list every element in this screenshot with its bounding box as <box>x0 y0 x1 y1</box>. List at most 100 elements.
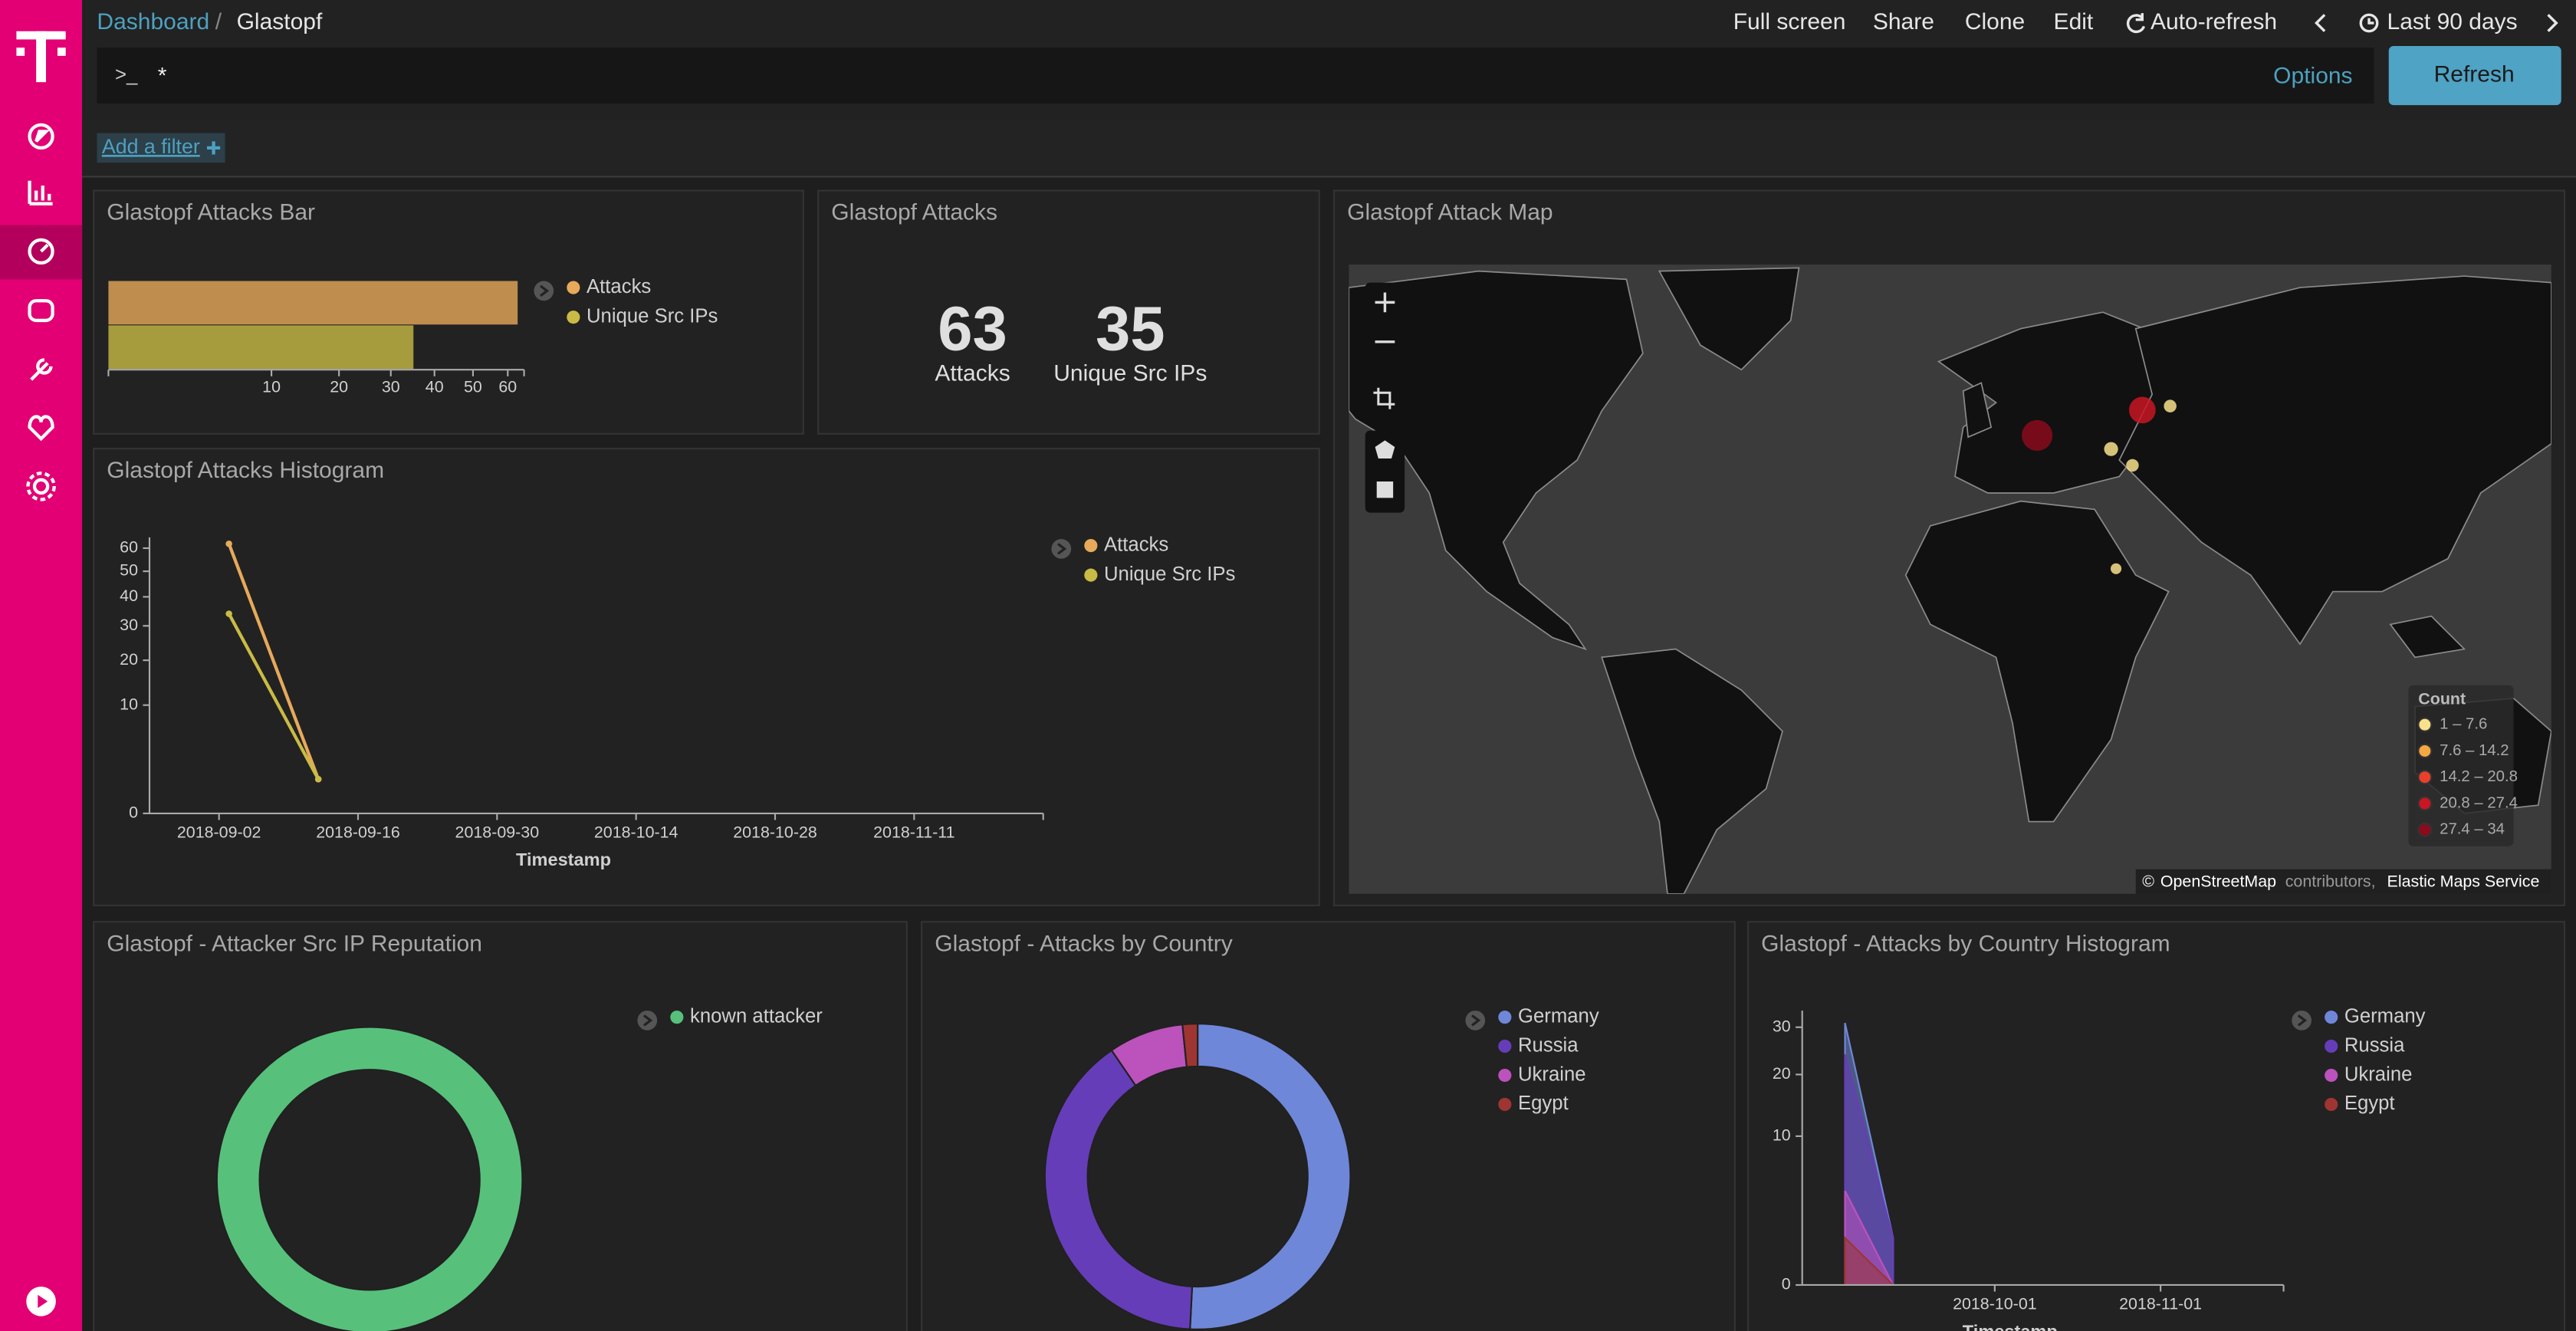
map-legend-label: 1 – 7.6 <box>2440 716 2487 733</box>
map <box>1349 265 2551 894</box>
nav-active <box>0 225 83 280</box>
map-point[interactable] <box>2110 563 2122 574</box>
menu-item[interactable]: Last 90 days <box>2387 9 2518 35</box>
legend-label[interactable]: Attacks <box>586 276 651 297</box>
fit-control[interactable] <box>1365 376 1405 419</box>
x-tick-label: 2018-09-02 <box>177 823 261 841</box>
legend-toggle[interactable] <box>1465 1011 1486 1030</box>
y-tick-label: 30 <box>1773 1017 1791 1035</box>
point <box>225 610 232 617</box>
land <box>2389 615 2466 659</box>
y-tick-label: 0 <box>1782 1275 1791 1293</box>
legend-toggle-icon <box>1057 543 1067 555</box>
header-icons[interactable] <box>2126 13 2558 34</box>
top-nav <box>82 0 2576 47</box>
legend-label[interactable]: Unique Src IPs <box>1104 564 1235 585</box>
menu-item[interactable]: Edit <box>2054 9 2094 35</box>
slice[interactable] <box>1189 1023 1352 1330</box>
legend-toggle[interactable] <box>2292 1011 2312 1030</box>
map-point[interactable] <box>2129 396 2156 424</box>
attribution[interactable]: OpenStreetMap <box>2160 873 2276 891</box>
legend-label[interactable]: known attacker <box>690 1005 823 1027</box>
add-filter-icon[interactable] <box>207 141 221 155</box>
x-tick-label: 30 <box>382 377 400 396</box>
slice[interactable] <box>1181 1023 1199 1068</box>
map-legend-label: 20.8 – 27.4 <box>2440 794 2518 811</box>
breadcrumb[interactable]: Dashboard <box>97 9 209 35</box>
divider <box>82 176 2576 178</box>
map-point[interactable] <box>2022 419 2053 451</box>
map-point[interactable] <box>2104 442 2118 456</box>
query-prompt: >_ <box>115 64 138 85</box>
attribution[interactable]: Elastic Maps Service <box>2387 873 2540 891</box>
legend-toggle-icon <box>643 1014 653 1027</box>
legend-label[interactable]: Unique Src IPs <box>586 305 718 327</box>
map-legend <box>2408 685 2514 846</box>
legend-toggle-icon <box>1471 1014 1481 1027</box>
panel-title: Glastopf - Attacks by Country <box>935 931 1232 956</box>
fit-icon <box>1373 387 1395 409</box>
y-tick-label: 30 <box>120 616 138 634</box>
legend-toggle[interactable] <box>1051 538 1072 559</box>
add-filter-bg[interactable] <box>97 133 225 163</box>
panel <box>93 448 1320 906</box>
x-tick-label: 60 <box>498 377 517 396</box>
legend-label[interactable]: Egypt <box>2344 1093 2395 1114</box>
panel <box>817 189 1320 435</box>
legend-swatch <box>1084 538 1098 553</box>
add-filter[interactable]: Add a filter <box>102 135 200 158</box>
legend-swatch <box>567 311 580 324</box>
menu-item[interactable]: Share <box>1873 9 1934 35</box>
x-tick-label: 2018-10-14 <box>594 823 678 841</box>
point <box>225 540 232 547</box>
legend-swatch <box>2325 1040 2338 1053</box>
zoom-icons <box>1375 292 1395 343</box>
legend-label[interactable]: Ukraine <box>2344 1063 2413 1085</box>
map-legend-swatch <box>2417 743 2433 759</box>
legend-swatch <box>567 281 580 294</box>
query-input[interactable] <box>97 48 2374 104</box>
y-tick-label: 10 <box>120 695 138 713</box>
y-tick-label: 0 <box>129 804 138 822</box>
map-legend-title: Count <box>2418 690 2466 708</box>
legend-toggle-icon <box>2297 1014 2308 1027</box>
legend-toggle[interactable] <box>534 281 554 301</box>
options-link[interactable]: Options <box>2273 64 2352 89</box>
query-text[interactable]: * <box>158 64 167 89</box>
menu-item[interactable]: Clone <box>1965 9 2025 35</box>
legend-label[interactable]: Ukraine <box>1518 1063 1586 1085</box>
y-tick-label: 20 <box>120 650 138 669</box>
menu-item[interactable]: Full screen <box>1733 9 1846 35</box>
x-tick-label: 2018-09-30 <box>455 823 540 841</box>
x-axis-title: Timestamp <box>1963 1321 2058 1331</box>
draw-control[interactable] <box>1365 430 1405 513</box>
logo[interactable] <box>16 31 66 83</box>
panel-title: Glastopf Attacks Bar <box>107 200 315 225</box>
map-point[interactable] <box>2126 458 2139 472</box>
refresh-button[interactable] <box>2388 46 2561 106</box>
map-legend-swatch <box>2417 796 2433 811</box>
nav-expand[interactable] <box>38 1294 48 1308</box>
metric-value: 63 <box>938 294 1007 364</box>
legend-label[interactable]: Germany <box>2344 1005 2426 1027</box>
legend-label[interactable]: Germany <box>1518 1005 1599 1027</box>
attribution: contributors, <box>2285 873 2376 891</box>
slice[interactable] <box>215 1026 524 1331</box>
refresh-label[interactable]: Refresh <box>2434 62 2515 87</box>
legend-label[interactable]: Egypt <box>1518 1093 1569 1114</box>
land <box>1904 500 2170 823</box>
legend-label[interactable]: Russia <box>1518 1034 1579 1056</box>
slice[interactable] <box>1043 1049 1194 1330</box>
map-point[interactable] <box>2164 399 2177 412</box>
breadcrumb: Glastopf <box>237 9 323 35</box>
map-legend-label: 14.2 – 20.8 <box>2440 768 2518 785</box>
legend-toggle[interactable] <box>637 1011 658 1030</box>
y-tick-label: 50 <box>120 561 138 580</box>
x-tick-label: 50 <box>464 377 482 396</box>
legend-label[interactable]: Attacks <box>1104 534 1168 555</box>
menu-item[interactable]: Auto-refresh <box>2150 9 2277 35</box>
legend-label[interactable]: Russia <box>2344 1034 2405 1056</box>
legend-swatch <box>2325 1068 2338 1083</box>
legend-swatch <box>1498 1011 1512 1024</box>
